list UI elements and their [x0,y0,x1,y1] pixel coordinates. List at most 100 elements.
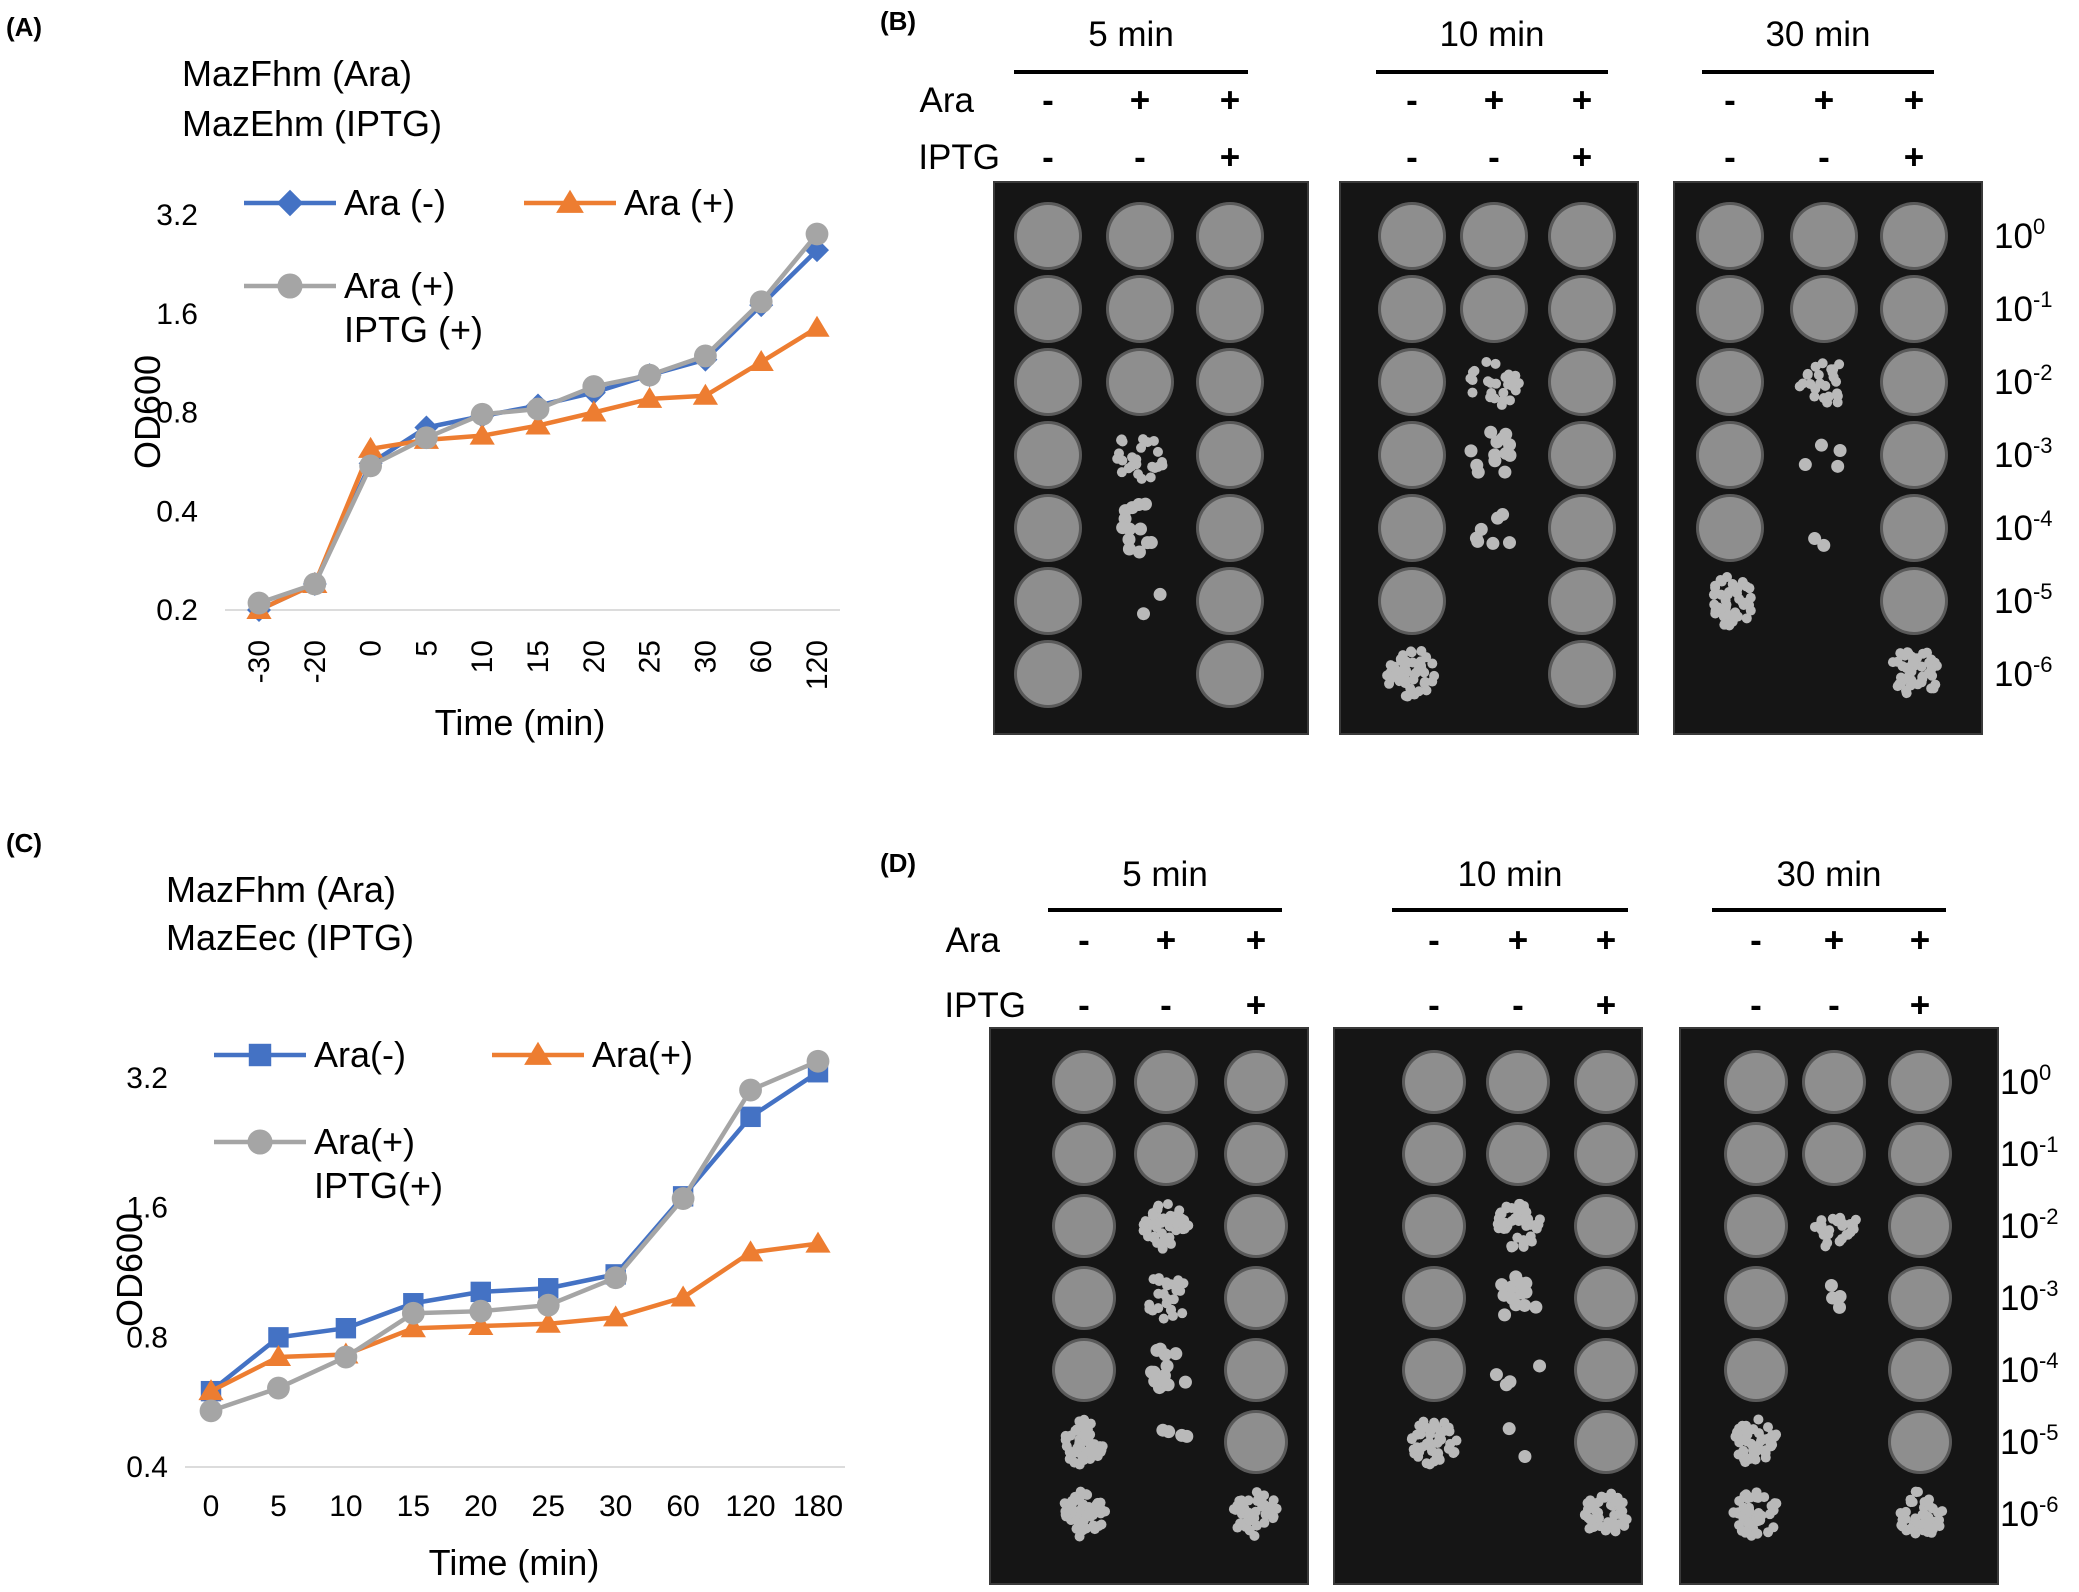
colony [1932,1507,1943,1518]
ara-sign: + [1484,81,1504,120]
x-tick-label: 120 [801,640,834,690]
dilution-label: 10-5 [1994,579,2053,621]
spot-confluent [1017,351,1079,413]
colony [1413,665,1424,676]
spot-confluent [1891,1269,1949,1327]
colony [1612,1497,1623,1508]
colony [1268,1513,1279,1524]
colony [1508,1241,1519,1252]
colony [1519,1237,1530,1248]
colony [1798,458,1812,472]
ara-sign: + [1910,921,1930,960]
colony [1732,611,1743,622]
colony [1897,1521,1908,1532]
spot-confluent [1055,1125,1113,1183]
colony [1895,648,1906,659]
colony [1596,1492,1607,1503]
colony [1157,1369,1171,1383]
data-point [694,344,717,368]
spot-confluent [1227,1053,1285,1111]
colony [1751,1528,1762,1539]
x-tick-label: 10 [329,1490,362,1523]
iptg-sign: - [1428,986,1440,1025]
colony [1408,1444,1419,1455]
colony [1486,536,1500,550]
dilution-label: 10-4 [2000,1348,2059,1390]
colony [1249,1530,1260,1541]
colony [1243,1495,1254,1506]
colony [1514,1198,1525,1209]
colony [1416,646,1427,657]
colony [1152,446,1163,457]
colony [1180,1429,1194,1443]
dilution-label: 10-2 [2000,1204,2059,1246]
colony [1122,533,1136,547]
colony [1178,1375,1192,1389]
data-point [581,400,607,422]
ara-sign: + [1508,921,1528,960]
colony [1118,504,1132,518]
colony [1934,1521,1945,1532]
colony [1518,1450,1532,1464]
panel-d-label: (D) [880,848,916,878]
y-tick-label: 0.2 [156,594,198,627]
data-point [470,402,494,426]
iptg-row-label: IPTG [944,986,1026,1025]
colony [1831,459,1845,473]
spot-confluent [1381,351,1443,413]
iptg-row-label: IPTG [918,138,1000,177]
ara-sign: + [1130,81,1150,120]
y-tick-label: 3.2 [156,199,198,232]
colony [1429,1456,1440,1467]
legend-label-line2: IPTG(+) [314,1165,443,1206]
spot-confluent [1727,1125,1785,1183]
colony [1156,1217,1167,1228]
dilution-label: 10-1 [2000,1132,2059,1174]
colony [1490,358,1501,369]
y-tick-label: 3.2 [126,1062,168,1095]
panel-b-label: (B) [880,6,916,36]
ara-sign: + [1246,921,1266,960]
colony [1734,1437,1745,1448]
spot-confluent [1883,570,1945,632]
colony [1763,1527,1774,1538]
data-point [265,1345,292,1367]
iptg-sign: - [1134,138,1146,177]
colony [1797,378,1808,389]
iptg-sign: - [1488,138,1500,177]
y-tick-label: 1.6 [156,298,198,331]
dilution-label: 100 [2000,1060,2051,1102]
colony [1436,1434,1447,1445]
colony [1096,1519,1107,1530]
spot-confluent [1227,1197,1285,1255]
series-line [258,325,819,613]
colony [1489,1368,1503,1382]
colony [1498,1308,1512,1322]
colony [1162,1280,1173,1291]
colony [1402,691,1413,702]
spot-confluent [1805,1125,1863,1183]
colony [1498,465,1512,479]
spot-confluent [1199,570,1261,632]
colony [1531,1223,1542,1234]
spot-confluent [1055,1053,1113,1111]
spot-confluent [1805,1053,1863,1111]
colony [1140,1216,1151,1227]
x-tick-label: 10 [466,640,499,673]
colony [1066,1504,1077,1515]
colony [1621,1514,1632,1525]
panel-c-annotation-1: MazFhm (Ara) [166,869,396,910]
spot-confluent [1405,1269,1463,1327]
spot-confluent [1055,1341,1113,1399]
legend-label: Ara (-) [344,182,446,223]
data-point [525,413,551,435]
colony [1743,1518,1754,1529]
x-tick-label: 15 [522,640,555,673]
panel-a-annotation-1: MazFhm (Ara) [182,53,412,94]
colony [1769,1431,1780,1442]
colony [1153,587,1167,601]
panel-a-annotation-2: MazEhm (IPTG) [182,103,442,144]
colony [1820,1241,1831,1252]
colony [1138,497,1152,511]
iptg-sign: + [1904,138,1924,177]
